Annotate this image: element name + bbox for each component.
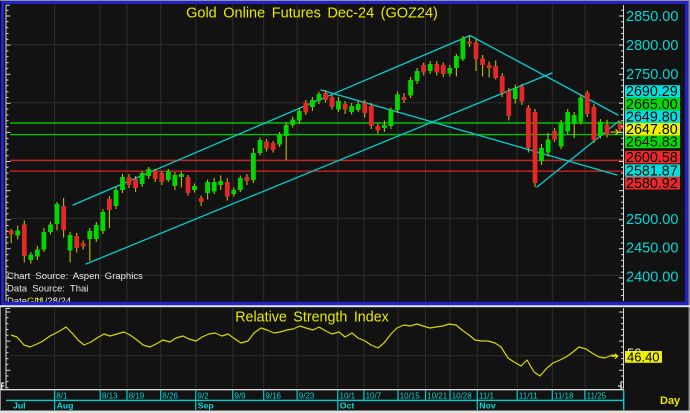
svg-text:Aug: Aug [57, 401, 74, 411]
svg-text:46.40: 46.40 [627, 349, 660, 364]
svg-text:9/9: 9/9 [235, 391, 247, 400]
svg-text:2649.80: 2649.80 [626, 109, 678, 125]
svg-text:Gold Online Futures Dec-24 (GO: Gold Online Futures Dec-24 (GOZ24) [186, 6, 438, 22]
svg-text:9/16: 9/16 [265, 391, 281, 400]
svg-text:10/21: 10/21 [427, 391, 448, 400]
svg-text:2400.00: 2400.00 [626, 270, 678, 286]
svg-text:11/18: 11/18 [554, 391, 574, 400]
svg-text:10/15: 10/15 [400, 391, 421, 400]
svg-text:2450.00: 2450.00 [626, 241, 678, 257]
svg-text:Date: 11/28/24: Date: 11/28/24 [7, 296, 71, 307]
svg-text:Day: Day [660, 395, 681, 407]
svg-text:2581.87: 2581.87 [626, 163, 678, 179]
svg-text:8/26: 8/26 [162, 391, 178, 400]
svg-text:2690.29: 2690.29 [626, 84, 678, 100]
svg-text:Gld: Gld [27, 296, 42, 307]
svg-text:Oct: Oct [340, 401, 355, 411]
svg-text:9/2: 9/2 [198, 391, 210, 400]
svg-text:11/25: 11/25 [587, 391, 607, 400]
svg-text:10/7: 10/7 [366, 391, 382, 400]
svg-text:2750.00: 2750.00 [626, 67, 678, 83]
svg-text:2647.80: 2647.80 [626, 122, 678, 138]
svg-text:11/1: 11/1 [479, 391, 495, 400]
svg-text:8/13: 8/13 [102, 391, 118, 400]
svg-text:8/1: 8/1 [56, 391, 68, 400]
svg-text:2580.92: 2580.92 [626, 176, 678, 192]
svg-text:9/23: 9/23 [299, 391, 315, 400]
svg-text:Data Source: Thai: Data Source: Thai [7, 284, 88, 295]
svg-text:2500.00: 2500.00 [626, 212, 678, 228]
svg-text:8/19: 8/19 [129, 391, 145, 400]
svg-text:2600.58: 2600.58 [626, 150, 678, 166]
svg-text:2645.83: 2645.83 [626, 135, 678, 151]
svg-text:Sep: Sep [198, 401, 214, 411]
svg-text:Relative Strength Index: Relative Strength Index [235, 310, 389, 326]
svg-text:11/11: 11/11 [519, 391, 538, 400]
svg-text:Nov: Nov [479, 401, 496, 411]
svg-text:2850.00: 2850.00 [626, 9, 678, 25]
svg-text:Jul: Jul [13, 401, 26, 411]
svg-text:2800.00: 2800.00 [626, 38, 678, 54]
svg-text:10/1: 10/1 [340, 391, 356, 400]
svg-text:2665.00: 2665.00 [626, 97, 678, 113]
svg-text:10/28: 10/28 [452, 391, 473, 400]
svg-text:Chart Source: Aspen Graphics: Chart Source: Aspen Graphics [7, 271, 143, 282]
